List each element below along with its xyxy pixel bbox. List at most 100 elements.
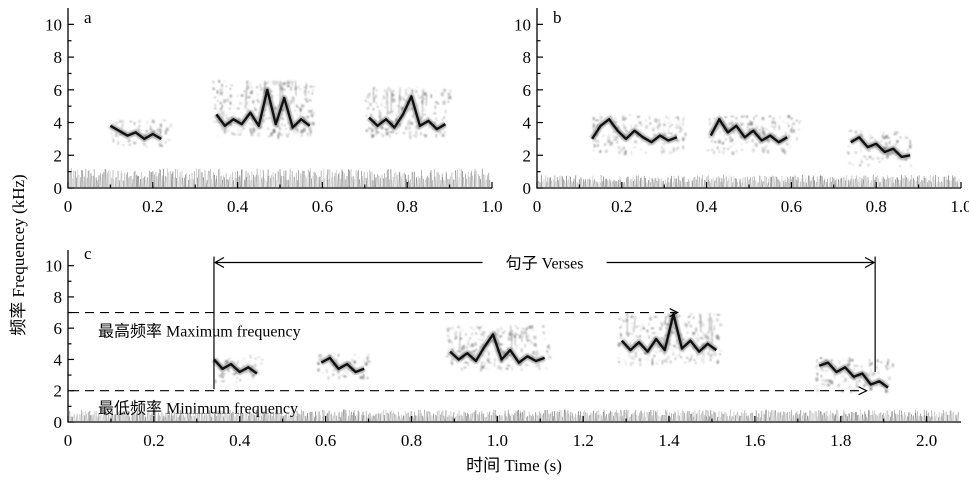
noise-stroke — [273, 411, 275, 422]
noise-stroke — [472, 175, 474, 188]
noise-stroke — [223, 177, 226, 188]
noise-stroke — [538, 180, 540, 188]
panel-b: 0 2 4 6 8 10 0 0.2 0.4 0.6 0.8 1.0 b — [514, 8, 969, 216]
noise-stroke — [887, 177, 890, 188]
noise-stroke — [362, 411, 364, 422]
noise-stroke — [956, 180, 958, 188]
noise-stroke — [408, 416, 411, 422]
noise-stroke — [371, 172, 373, 188]
noise-stroke — [141, 410, 143, 422]
noise-stroke — [486, 175, 489, 188]
note — [211, 354, 264, 384]
noise-stroke — [332, 415, 334, 422]
noise-stroke — [862, 179, 864, 188]
noise-stroke — [306, 415, 308, 422]
noise-stroke — [74, 414, 76, 422]
noise-stroke — [671, 413, 673, 422]
y-tick-label: 8 — [54, 288, 63, 307]
noise-stroke — [350, 411, 352, 422]
noise-stroke — [726, 416, 729, 422]
noise-stroke — [378, 175, 380, 188]
x-tick-label: 0 — [64, 197, 73, 216]
noise-stroke — [302, 411, 304, 422]
noise-stroke — [280, 414, 282, 422]
noise-stroke — [934, 416, 937, 422]
noise-stroke — [273, 176, 275, 188]
noise-stroke — [815, 181, 817, 188]
x-tick-label: 0.2 — [143, 431, 164, 450]
noise-stroke — [215, 178, 217, 188]
noise-stroke — [392, 412, 394, 422]
noise-stroke — [709, 181, 711, 188]
noise-stroke — [878, 413, 880, 422]
noise-stroke — [308, 171, 311, 188]
noise-stroke — [606, 414, 608, 422]
x-tick-label: 1.6 — [744, 431, 765, 450]
noise-stroke — [849, 413, 851, 422]
noise-stroke — [128, 416, 131, 422]
noise-stroke — [937, 177, 939, 188]
verses-arrow-line-right — [606, 256, 876, 269]
x-tick-label: 2.0 — [916, 431, 937, 450]
noise-stroke — [708, 180, 710, 188]
noise-stroke — [412, 172, 414, 188]
noise-stroke — [749, 413, 751, 422]
noise-stroke — [880, 181, 882, 188]
noise-stroke — [169, 410, 171, 422]
noise-stroke — [738, 180, 741, 188]
noise-stroke — [174, 168, 177, 188]
noise-stroke — [953, 412, 955, 422]
noise-stroke — [551, 180, 553, 188]
noise-stroke — [250, 180, 252, 188]
panel-c-letter: c — [84, 244, 92, 263]
noise-stroke — [870, 180, 873, 188]
noise-stroke — [874, 179, 876, 188]
panel-b-letter: b — [553, 8, 562, 27]
x-tick-label: 0.4 — [227, 197, 249, 216]
noise-stroke — [892, 411, 894, 422]
x-tick-label: 0.2 — [142, 197, 163, 216]
noise-stroke — [463, 177, 465, 188]
noise-stroke — [143, 176, 145, 188]
noise-stroke — [806, 415, 808, 422]
noise-stroke — [395, 172, 397, 188]
noise-stroke — [85, 413, 88, 422]
noise-stroke — [778, 180, 780, 188]
note-contour — [109, 124, 162, 141]
x-axis-label: 时间 Time (s) — [466, 456, 562, 475]
panel-b-y-axis: 0 2 4 6 8 10 — [514, 15, 543, 198]
note-contour — [709, 118, 788, 144]
noise-stroke — [936, 182, 938, 188]
y-tick-label: 6 — [523, 81, 532, 100]
noise-stroke — [267, 412, 269, 422]
y-tick-label: 10 — [45, 257, 62, 276]
note-contour — [620, 312, 718, 353]
min-frequency-arrowhead — [858, 386, 868, 396]
noise-stroke — [161, 175, 164, 188]
note — [445, 325, 552, 372]
noise-stroke — [182, 177, 184, 188]
panel-b-notes — [589, 114, 913, 168]
panel-c-x-axis: 0 0.2 0.4 0.6 0.8 1.0 1.2 1.4 1.6 1.8 2.0 — [64, 416, 937, 450]
noise-stroke — [581, 178, 583, 188]
noise-stroke — [446, 173, 448, 188]
noise-stroke — [333, 411, 335, 422]
noise-stroke — [473, 171, 476, 188]
noise-stroke — [388, 179, 391, 188]
verses-label: 句子 Verses — [506, 255, 584, 273]
noise-stroke — [565, 411, 567, 422]
panel-c-annotations: 句子 Verses 最高频率 Maximum frequency 最低频率 Mi… — [70, 255, 876, 418]
noise-stroke — [596, 410, 598, 422]
noise-stroke — [448, 414, 450, 422]
noise-stroke — [865, 175, 867, 188]
noise-stroke — [915, 412, 917, 422]
noise-stroke — [924, 415, 926, 422]
noise-stroke — [628, 416, 630, 422]
noise-stroke — [283, 170, 285, 188]
noise-stroke — [567, 180, 569, 188]
noise-stroke — [503, 413, 506, 422]
noise-stroke — [353, 410, 356, 422]
noise-stroke — [229, 176, 231, 188]
noise-stroke — [224, 411, 226, 422]
